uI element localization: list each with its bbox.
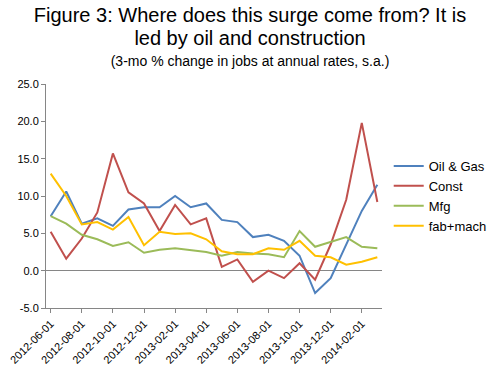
svg-text:Oil & Gas: Oil & Gas — [429, 159, 485, 174]
svg-text:2012-12-01: 2012-12-01 — [101, 318, 149, 366]
svg-text:-5.0: -5.0 — [20, 302, 39, 314]
html-text:Figure 3: Where does this surg: Figure 3: Where does this surge come fro… — [33, 4, 467, 49]
svg-text:5.0: 5.0 — [24, 227, 39, 239]
svg-text:2014-02-01: 2014-02-01 — [319, 318, 367, 366]
svg-text:2013-02-01: 2013-02-01 — [132, 318, 180, 366]
svg-text:2013-12-01: 2013-12-01 — [288, 318, 336, 366]
html-text:(3-mo % change in jobs at annu: (3-mo % change in jobs at annual rates, … — [110, 53, 390, 69]
svg-text:10.0: 10.0 — [17, 190, 38, 202]
svg-text:20.0: 20.0 — [17, 115, 38, 127]
svg-text:Const: Const — [429, 179, 463, 194]
svg-text:2013-04-01: 2013-04-01 — [163, 318, 211, 366]
svg-text:fab+mach: fab+mach — [429, 219, 486, 234]
svg-text:2013-08-01: 2013-08-01 — [225, 318, 273, 366]
svg-text:15.0: 15.0 — [17, 153, 38, 165]
svg-text:2012-06-01: 2012-06-01 — [8, 318, 56, 366]
svg-text:25.0: 25.0 — [17, 78, 38, 90]
svg-text:Mfg: Mfg — [429, 199, 451, 214]
svg-text:0.0: 0.0 — [24, 265, 39, 277]
svg-text:2013-10-01: 2013-10-01 — [257, 318, 305, 366]
svg-text:2012-10-01: 2012-10-01 — [70, 318, 118, 366]
svg-text:2013-06-01: 2013-06-01 — [194, 318, 242, 366]
svg-text:2012-08-01: 2012-08-01 — [39, 318, 87, 366]
